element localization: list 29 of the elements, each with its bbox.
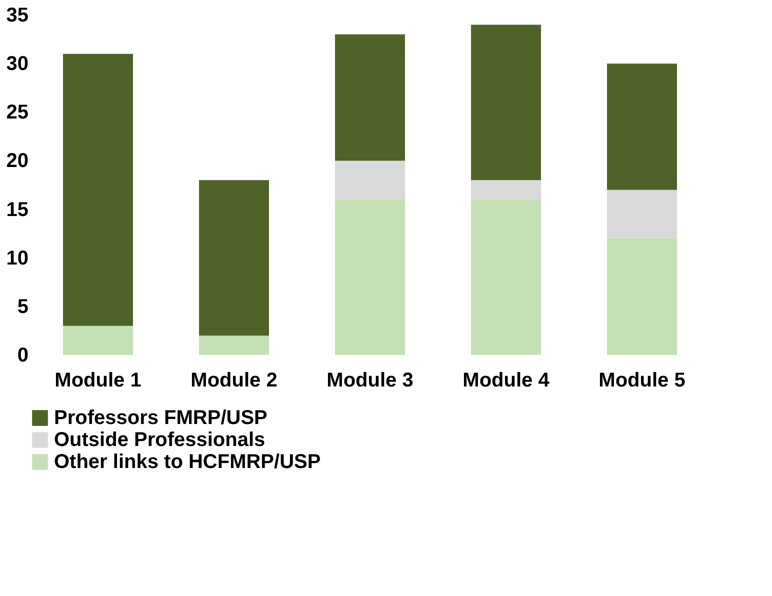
y-tick-label: 35 <box>6 4 28 26</box>
bar <box>335 160 405 200</box>
bar <box>199 336 269 355</box>
bar <box>63 326 133 355</box>
bar <box>607 238 677 355</box>
y-tick-label: 25 <box>6 102 28 124</box>
bar <box>471 24 541 180</box>
bar <box>63 54 133 326</box>
y-tick-label: 20 <box>6 150 28 172</box>
x-tick-label: Module 5 <box>598 370 686 392</box>
y-tick-label: 10 <box>6 247 28 270</box>
bar <box>607 190 677 238</box>
bar <box>199 180 269 336</box>
bar <box>607 64 677 190</box>
y-tick-label: 30 <box>6 53 28 76</box>
x-tick-label: Module 3 <box>326 370 414 392</box>
y-tick-label: 0 <box>17 344 28 366</box>
bar <box>335 200 405 355</box>
x-tick-label: Module 2 <box>190 370 278 392</box>
x-tick-label: Module 4 <box>462 370 550 392</box>
x-tick-label: Module 1 <box>54 370 142 392</box>
legend-label: Professors FMRP/USP <box>54 407 268 429</box>
y-tick-label: 5 <box>17 296 28 318</box>
y-tick-label: 15 <box>6 198 28 221</box>
bar <box>471 200 541 355</box>
bar <box>471 180 541 200</box>
bar <box>335 34 405 161</box>
legend-label: Outside Professionals <box>54 429 266 451</box>
legend-label: Other links to HCFMRP/USP <box>54 451 321 473</box>
